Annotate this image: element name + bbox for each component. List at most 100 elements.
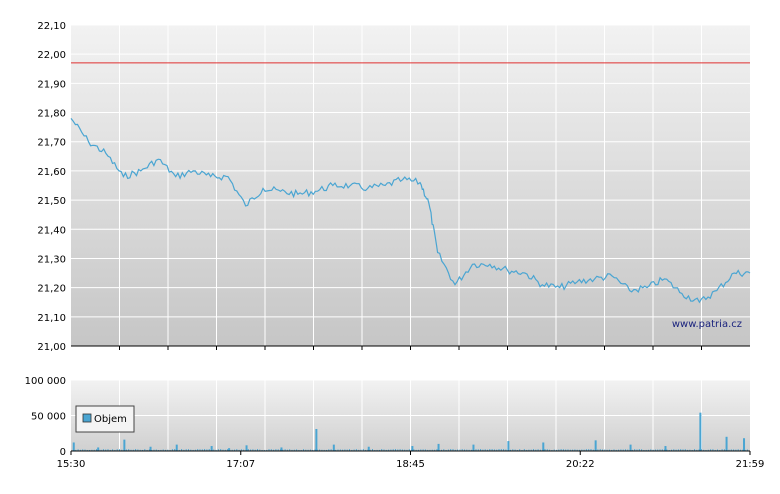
volume-bar-small [420, 449, 422, 451]
volume-bar-small [151, 449, 153, 451]
volume-bar-small [431, 449, 433, 451]
volume-bar-small [482, 449, 484, 451]
volume-bar-small [742, 449, 744, 451]
volume-bar-small [447, 449, 449, 451]
volume-bar-small [666, 449, 668, 451]
volume-bar-small [243, 449, 245, 451]
volume-bar-small [680, 449, 682, 451]
volume-bar-small [144, 449, 146, 451]
volume-bar-small [553, 449, 555, 451]
volume-bar-small [204, 449, 206, 451]
x-tick-label: 21:59 [736, 459, 765, 470]
volume-bar-small [158, 449, 160, 451]
volume-bar-small [436, 449, 438, 451]
volume-bar [664, 446, 667, 451]
watermark-label: www.patria.cz [672, 319, 742, 330]
volume-bar-small [388, 449, 390, 451]
volume-bar-small [459, 449, 461, 451]
volume-bar-small [717, 449, 718, 451]
volume-bar-small [461, 449, 463, 451]
volume-bar-small [378, 449, 380, 451]
volume-bar-small [454, 449, 456, 451]
price-y-tick-label: 21,60 [37, 167, 66, 178]
volume-bar-small [174, 449, 176, 451]
price-y-tick-label: 21,80 [37, 109, 66, 120]
volume-bar-small [273, 449, 275, 451]
volume-bar-small [86, 449, 88, 451]
volume-bar-small [512, 449, 514, 451]
volume-bar-small [185, 449, 187, 451]
volume-bar-small [181, 449, 183, 451]
volume-bar-small [493, 449, 495, 451]
volume-bar-small [344, 449, 346, 451]
volume-bar-small [395, 449, 396, 451]
volume-bar-small [365, 449, 367, 451]
volume-bar-small [194, 449, 196, 451]
volume-bar-small [326, 449, 327, 451]
volume-bar-small [689, 449, 691, 451]
volume-bar-small [634, 449, 636, 451]
volume-bar-small [618, 449, 620, 451]
volume-bar-small [339, 449, 341, 451]
volume-bar-small [383, 449, 385, 451]
volume-bar [149, 446, 152, 451]
volume-bar-small [671, 449, 672, 451]
volume-bar-small [238, 449, 240, 451]
volume-bar-small [298, 449, 300, 451]
volume-bar-small [445, 449, 447, 451]
volume-bar-small [659, 449, 661, 451]
volume-bar-small [286, 449, 288, 451]
volume-bar-small [266, 449, 268, 451]
volume-bar-small [137, 449, 139, 451]
volume-bar-small [240, 449, 242, 451]
volume-bar-small [142, 449, 143, 451]
volume-bar-small [514, 449, 516, 451]
volume-bar-small [282, 449, 284, 451]
volume-y-tick-label: 50 000 [31, 412, 66, 423]
volume-bar-small [215, 449, 217, 451]
volume-bar-small [167, 449, 169, 451]
volume-bar-small [102, 449, 104, 451]
volume-bar-small [296, 449, 298, 451]
volume-bar-small [443, 449, 445, 451]
volume-bar-small [583, 449, 585, 451]
volume-bar-small [381, 449, 383, 451]
volume-bar-small [408, 449, 410, 451]
volume-bar-small [691, 449, 693, 451]
volume-bar-small [305, 449, 307, 451]
volume-bar [437, 443, 440, 451]
volume-bar-small [521, 449, 523, 451]
volume-bar-small [592, 449, 594, 451]
volume-bar-small [401, 449, 403, 451]
volume-bar-small [303, 449, 304, 451]
volume-bar [507, 441, 510, 451]
volume-bar-small [268, 449, 270, 451]
volume-bar-small [372, 449, 373, 451]
volume-bar-small [300, 449, 302, 451]
volume-bar [123, 439, 126, 451]
volume-bar-small [418, 449, 419, 451]
volume-bar-small [627, 449, 629, 451]
volume-bar-small [155, 449, 157, 451]
volume-bar-small [645, 449, 647, 451]
volume-bar [332, 444, 335, 451]
volume-bar-small [636, 449, 638, 451]
volume-bar-small [602, 449, 603, 451]
volume-bar-small [342, 449, 344, 451]
volume-bar-small [220, 449, 222, 451]
volume-bar-small [234, 449, 235, 451]
volume-bar-small [613, 449, 615, 451]
volume-bar [245, 445, 248, 451]
volume-bar-small [192, 449, 194, 451]
volume-bar-small [696, 449, 698, 451]
volume-bar-small [700, 449, 702, 451]
volume-bar-small [544, 449, 546, 451]
volume-bar-small [615, 449, 617, 451]
volume-bar-small [355, 449, 357, 451]
volume-bar-small [121, 449, 123, 451]
volume-bar-small [247, 449, 249, 451]
volume-bar-small [744, 449, 746, 451]
volume-bar-small [146, 449, 148, 451]
volume-bar [175, 444, 178, 451]
volume-bar-small [503, 449, 505, 451]
